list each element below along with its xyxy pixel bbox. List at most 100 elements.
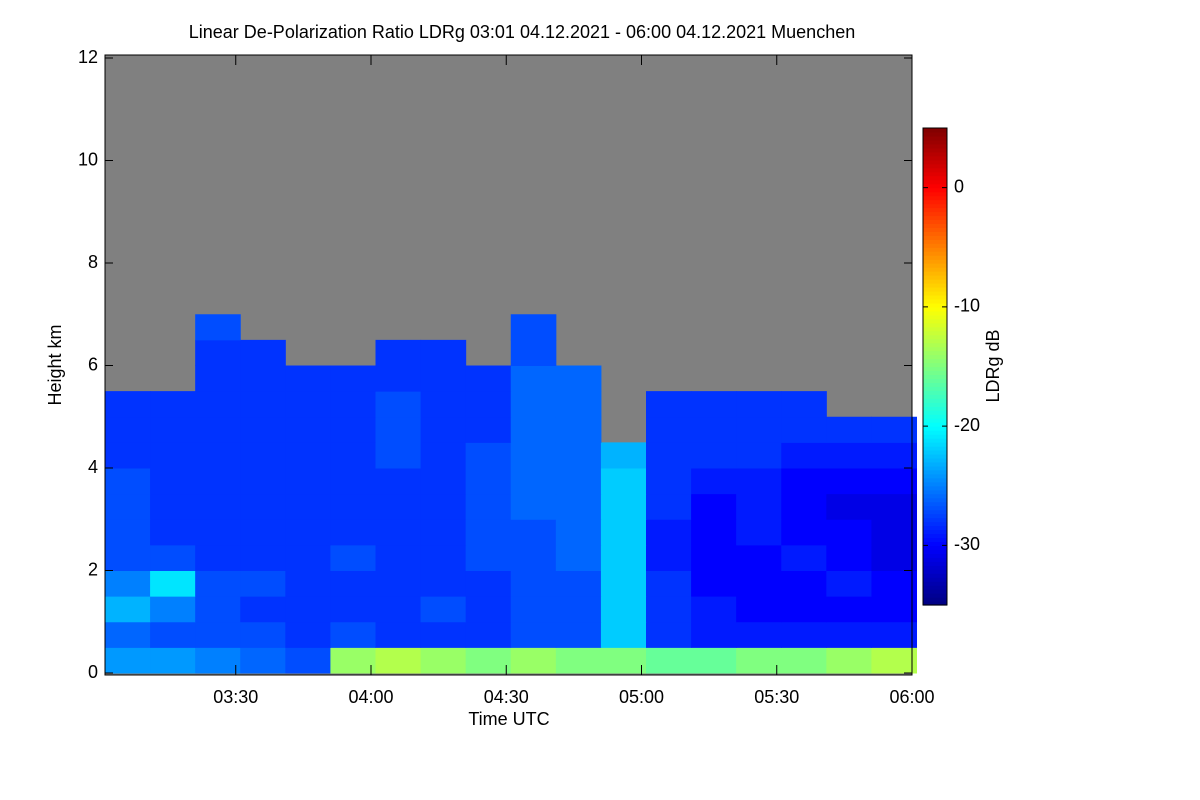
- heatmap-cell: [691, 544, 737, 571]
- heatmap-cell: [826, 647, 872, 674]
- heatmap-cell: [826, 416, 872, 443]
- colorbar-swatch: [923, 131, 947, 137]
- heatmap-cell: [195, 416, 241, 443]
- heatmap-cell: [555, 544, 602, 571]
- colorbar-tick-label: -30: [954, 534, 980, 554]
- heatmap-cell: [555, 391, 602, 418]
- heatmap-cell: [105, 416, 151, 443]
- y-tick-label: 8: [88, 252, 98, 272]
- colorbar-swatch: [923, 259, 947, 264]
- heatmap-cell: [826, 442, 872, 469]
- heatmap-cell: [285, 442, 331, 469]
- x-axis-label: Time UTC: [468, 709, 549, 729]
- heatmap-cell: [195, 442, 241, 469]
- heatmap-cell: [600, 442, 647, 469]
- colorbar-swatch: [923, 438, 947, 443]
- colorbar-swatch: [923, 517, 947, 523]
- heatmap-cell: [420, 544, 467, 571]
- heatmap-cell: [736, 468, 782, 495]
- colorbar-swatch: [923, 577, 947, 582]
- heatmap-cell: [465, 570, 512, 597]
- heatmap-cell: [375, 519, 422, 546]
- colorbar-swatch: [923, 294, 947, 300]
- heatmap-cell: [195, 647, 241, 674]
- heatmap-cell: [465, 647, 512, 674]
- heatmap-cell: [826, 493, 872, 520]
- colorbar-swatch: [923, 275, 947, 280]
- colorbar-swatch: [923, 569, 947, 574]
- y-tick-label: 4: [88, 457, 98, 477]
- heatmap-cell: [375, 596, 422, 623]
- heatmap-cell: [195, 468, 241, 495]
- heatmap-cell: [691, 493, 737, 520]
- colorbar-swatch: [923, 533, 947, 539]
- heatmap-cell: [510, 365, 557, 392]
- colorbar-swatch: [923, 565, 947, 570]
- heatmap-cell: [285, 365, 331, 392]
- heatmap-cell: [285, 596, 331, 623]
- colorbar-frame: [922, 127, 948, 606]
- heatmap-cell: [375, 647, 422, 674]
- colorbar-swatch: [923, 231, 947, 236]
- heatmap-cell: [285, 570, 331, 597]
- heatmap-cell: [240, 647, 286, 674]
- heatmap-cell: [465, 544, 512, 571]
- heatmap-cell: [646, 596, 692, 623]
- heatmap-cell: [871, 596, 918, 623]
- heatmap-cell: [375, 468, 422, 495]
- heatmap-cell: [736, 519, 782, 546]
- colorbar-swatch: [923, 589, 947, 594]
- heatmap-cell: [826, 468, 872, 495]
- heatmap-cell: [105, 442, 151, 469]
- colorbar-swatch: [923, 135, 947, 141]
- heatmap-cell: [510, 416, 557, 443]
- heatmap-cell: [781, 493, 827, 520]
- heatmap-cell: [600, 544, 647, 571]
- colorbar-swatch: [923, 553, 947, 558]
- heatmap-cell: [555, 442, 602, 469]
- colorbar-swatch: [923, 223, 947, 228]
- heatmap-cell: [105, 596, 151, 623]
- heatmap-cell: [420, 621, 467, 648]
- colorbar-swatch: [923, 406, 947, 411]
- heatmap-cell: [510, 570, 557, 597]
- colorbar-swatch: [923, 521, 947, 527]
- colorbar-swatch: [923, 279, 947, 284]
- colorbar-swatch: [923, 318, 947, 324]
- heatmap-cell: [781, 621, 827, 648]
- heatmap-cell: [465, 621, 512, 648]
- heatmap-cell: [646, 570, 692, 597]
- colorbar-swatch: [923, 354, 947, 360]
- heatmap-cell: [420, 391, 467, 418]
- heatmap-cell: [736, 416, 782, 443]
- heatmap-cell: [691, 468, 737, 495]
- y-tick-label: 12: [78, 47, 98, 67]
- colorbar-swatch: [923, 414, 947, 419]
- colorbar-swatch: [923, 422, 947, 427]
- heatmap-cell: [420, 647, 467, 674]
- heatmap-cell: [150, 391, 196, 418]
- colorbar-swatch: [923, 255, 947, 260]
- heatmap-cell: [240, 442, 286, 469]
- heatmap-cell: [826, 621, 872, 648]
- colorbar-swatch: [923, 505, 947, 511]
- heatmap-cell: [420, 468, 467, 495]
- heatmap-cell: [510, 544, 557, 571]
- heatmap-cell: [555, 493, 602, 520]
- heatmap-cell: [600, 596, 647, 623]
- heatmap-cell: [105, 647, 151, 674]
- colorbar-swatch: [923, 509, 947, 515]
- heatmap-cell: [105, 391, 151, 418]
- colorbar-swatch: [923, 310, 947, 316]
- colorbar-swatch: [923, 593, 947, 598]
- heatmap-cell: [375, 493, 422, 520]
- heatmap-cell: [600, 621, 647, 648]
- colorbar-swatch: [923, 167, 947, 173]
- colorbar-swatch: [923, 247, 947, 252]
- colorbar-swatch: [923, 203, 947, 209]
- colorbar-swatch: [923, 493, 947, 499]
- colorbar-swatch: [923, 143, 947, 149]
- colorbar-swatch: [923, 267, 947, 272]
- heatmap-cell: [826, 544, 872, 571]
- heatmap-cell: [600, 570, 647, 597]
